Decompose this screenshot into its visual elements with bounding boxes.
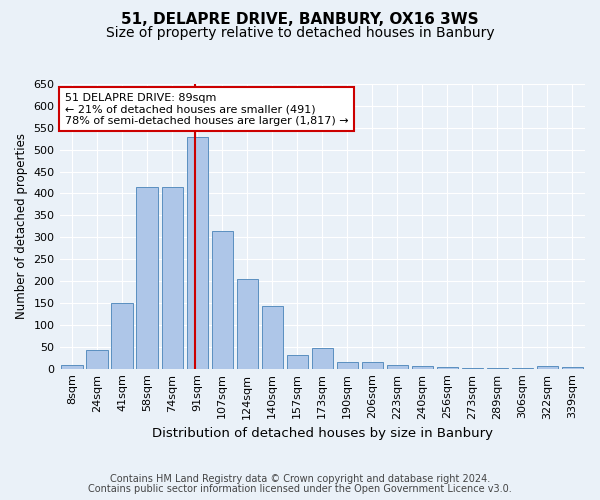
- Bar: [112, 303, 133, 368]
- Bar: [287, 354, 308, 368]
- Bar: [311, 348, 333, 368]
- Bar: [537, 366, 558, 368]
- Text: Contains public sector information licensed under the Open Government Licence v3: Contains public sector information licen…: [88, 484, 512, 494]
- Text: 51 DELAPRE DRIVE: 89sqm
← 21% of detached houses are smaller (491)
78% of semi-d: 51 DELAPRE DRIVE: 89sqm ← 21% of detache…: [65, 92, 349, 126]
- Text: Size of property relative to detached houses in Banbury: Size of property relative to detached ho…: [106, 26, 494, 40]
- X-axis label: Distribution of detached houses by size in Banbury: Distribution of detached houses by size …: [152, 427, 493, 440]
- Bar: [212, 230, 233, 368]
- Bar: [187, 136, 208, 368]
- Bar: [262, 306, 283, 368]
- Text: Contains HM Land Registry data © Crown copyright and database right 2024.: Contains HM Land Registry data © Crown c…: [110, 474, 490, 484]
- Bar: [387, 365, 408, 368]
- Text: 51, DELAPRE DRIVE, BANBURY, OX16 3WS: 51, DELAPRE DRIVE, BANBURY, OX16 3WS: [121, 12, 479, 28]
- Bar: [136, 187, 158, 368]
- Bar: [161, 187, 183, 368]
- Bar: [236, 279, 258, 368]
- Bar: [61, 365, 83, 368]
- Bar: [362, 362, 383, 368]
- Bar: [86, 350, 108, 368]
- Bar: [337, 362, 358, 368]
- Bar: [412, 366, 433, 368]
- Y-axis label: Number of detached properties: Number of detached properties: [15, 134, 28, 320]
